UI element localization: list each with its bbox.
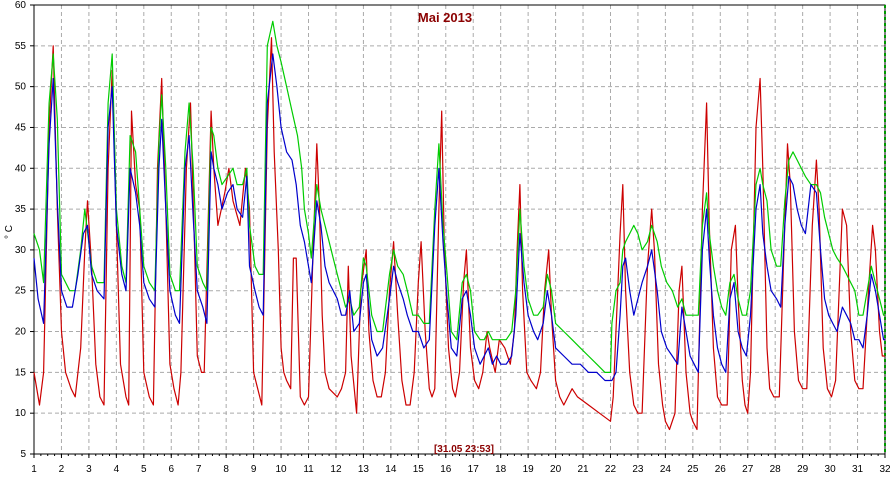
x-tick-label: 6	[168, 464, 174, 475]
x-tick-label: 17	[468, 464, 480, 475]
x-tick-label: 4	[114, 464, 120, 475]
y-tick-label: 40	[15, 163, 27, 174]
x-tick-label: 31	[852, 464, 864, 475]
x-tick-label: 18	[495, 464, 507, 475]
x-tick-label: 19	[523, 464, 535, 475]
series-line-1	[33, 37, 885, 431]
current-timestamp: [31.05 23:53]	[434, 444, 494, 455]
y-tick-label: 50	[15, 82, 27, 93]
x-tick-label: 14	[385, 464, 397, 475]
y-tick-label: 30	[15, 245, 27, 256]
x-tick-label: 16	[440, 464, 452, 475]
series-line-3	[33, 53, 885, 382]
x-tick-label: 22	[605, 464, 617, 475]
x-tick-label: 5	[141, 464, 147, 475]
x-tick-label: 8	[223, 464, 229, 475]
x-tick-label: 28	[770, 464, 782, 475]
chart-title: Mai 2013	[418, 10, 472, 25]
x-tick-label: 1	[31, 464, 37, 475]
x-tick-label: 15	[413, 464, 425, 475]
x-tick-label: 11	[303, 464, 314, 475]
y-tick-label: 20	[15, 327, 27, 338]
y-tick-label: 15	[15, 367, 27, 378]
x-tick-label: 29	[797, 464, 809, 475]
y-tick-label: 5	[20, 449, 26, 460]
x-tick-label: 27	[742, 464, 754, 475]
x-tick-label: 13	[358, 464, 370, 475]
x-tick-label: 12	[330, 464, 342, 475]
y-tick-label: 25	[15, 286, 27, 297]
x-tick-label: 20	[550, 464, 562, 475]
y-tick-label: 45	[15, 122, 27, 133]
y-tick-label: 60	[15, 0, 27, 11]
x-tick-label: 26	[715, 464, 727, 475]
y-tick-label: 55	[15, 41, 27, 52]
x-tick-label: 10	[276, 464, 288, 475]
y-axis-label: ° C	[4, 225, 15, 239]
tick-labels: 1 2 3 4 5 6 7 8 9 10 11 12 13 14 15 16 17 18 19 20 21 22 23 24 2…	[15, 0, 890, 475]
x-tick-label: 9	[251, 464, 257, 475]
series-line-2	[33, 20, 885, 373]
x-tick-label: 3	[86, 464, 92, 475]
x-tick-label: 7	[196, 464, 202, 475]
series-layer	[33, 20, 885, 431]
x-tick-label: 24	[660, 464, 672, 475]
x-tick-label: 23	[632, 464, 644, 475]
x-tick-label: 25	[687, 464, 699, 475]
x-tick-label: 32	[879, 464, 890, 475]
y-tick-label: 35	[15, 204, 27, 215]
x-tick-label: 30	[825, 464, 837, 475]
y-tick-label: 10	[15, 408, 27, 419]
x-tick-label: 21	[577, 464, 589, 475]
x-tick-label: 2	[59, 464, 65, 475]
